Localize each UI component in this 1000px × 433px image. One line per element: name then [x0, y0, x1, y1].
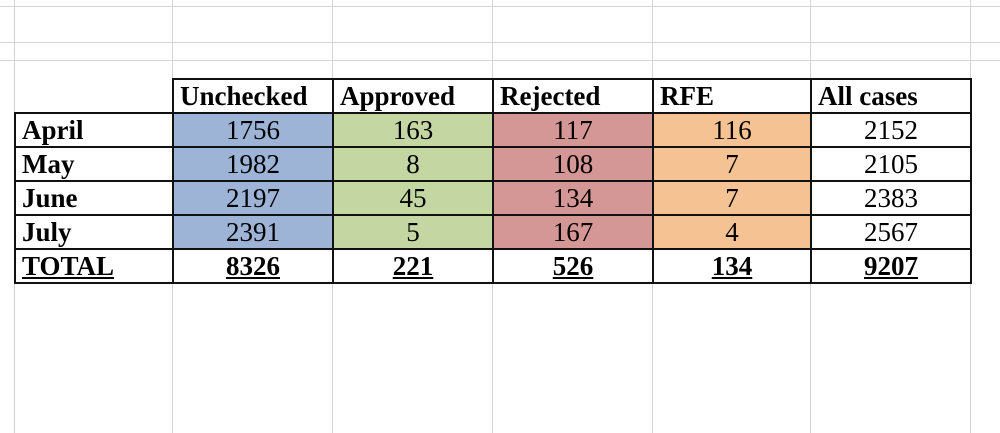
header-unchecked[interactable]: Unchecked [172, 78, 334, 114]
table-row: July 2391 5 167 4 2567 [14, 214, 972, 250]
header-rejected[interactable]: Rejected [492, 78, 654, 114]
total-unchecked[interactable]: 8326 [172, 248, 334, 284]
total-row: TOTAL 8326 221 526 134 9207 [14, 248, 972, 284]
cell-rejected[interactable]: 134 [492, 180, 654, 216]
cell-rejected[interactable]: 117 [492, 112, 654, 148]
table-row: April 1756 163 117 116 2152 [14, 112, 972, 148]
cell-rfe[interactable]: 4 [652, 214, 812, 250]
cell-all-cases[interactable]: 2105 [810, 146, 972, 182]
cell-approved[interactable]: 8 [332, 146, 494, 182]
cell-all-cases[interactable]: 2152 [810, 112, 972, 148]
table-row: May 1982 8 108 7 2105 [14, 146, 972, 182]
header-approved[interactable]: Approved [332, 78, 494, 114]
corner-cell[interactable] [15, 79, 174, 114]
cell-rejected[interactable]: 167 [492, 214, 654, 250]
row-label[interactable]: June [14, 180, 174, 216]
cell-unchecked[interactable]: 2197 [172, 180, 334, 216]
cell-approved[interactable]: 5 [332, 214, 494, 250]
cell-unchecked[interactable]: 1982 [172, 146, 334, 182]
cases-table: Unchecked Approved Rejected RFE All case… [14, 78, 972, 284]
cell-rejected[interactable]: 108 [492, 146, 654, 182]
cell-unchecked[interactable]: 1756 [172, 112, 334, 148]
cell-all-cases[interactable]: 2567 [810, 214, 972, 250]
header-all-cases[interactable]: All cases [810, 78, 972, 114]
header-rfe[interactable]: RFE [652, 78, 812, 114]
header-row: Unchecked Approved Rejected RFE All case… [15, 78, 972, 114]
total-label[interactable]: TOTAL [14, 248, 174, 284]
total-all-cases[interactable]: 9207 [810, 248, 972, 284]
cell-all-cases[interactable]: 2383 [810, 180, 972, 216]
cell-rfe[interactable]: 7 [652, 180, 812, 216]
cell-approved[interactable]: 163 [332, 112, 494, 148]
cell-rfe[interactable]: 116 [652, 112, 812, 148]
total-approved[interactable]: 221 [332, 248, 494, 284]
total-rejected[interactable]: 526 [492, 248, 654, 284]
row-label[interactable]: May [14, 146, 174, 182]
cell-unchecked[interactable]: 2391 [172, 214, 334, 250]
total-rfe[interactable]: 134 [652, 248, 812, 284]
table-row: June 2197 45 134 7 2383 [14, 180, 972, 216]
cell-approved[interactable]: 45 [332, 180, 494, 216]
cell-rfe[interactable]: 7 [652, 146, 812, 182]
row-label[interactable]: July [14, 214, 174, 250]
row-label[interactable]: April [14, 112, 174, 148]
